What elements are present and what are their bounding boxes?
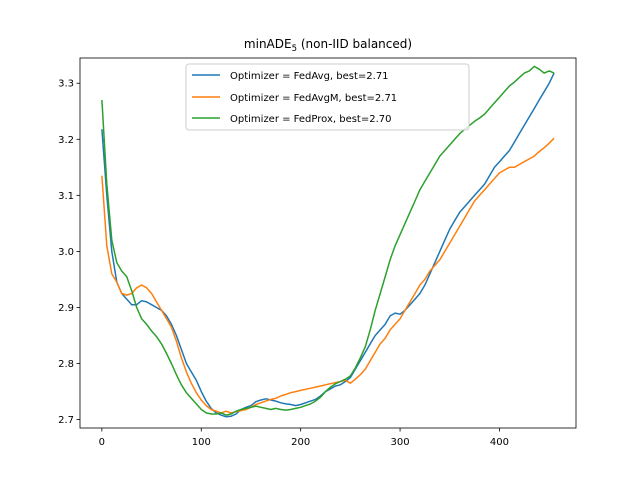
- series-line-2: [101, 65, 555, 416]
- x-tick-label-4: 400: [490, 437, 509, 448]
- x-axis: 0 100 200 300 400: [99, 428, 509, 448]
- y-tick-label-1: 2.8: [58, 359, 74, 370]
- y-axis: 2.7 2.8 2.9 3.0 3.1 3.2 3.3: [58, 79, 80, 426]
- plot-frame: [79, 57, 577, 429]
- legend-label-fedavgm: Optimizer = FedAvgM, best=2.71: [230, 93, 397, 104]
- series-line-1: [101, 137, 555, 414]
- y-tick-label-4: 3.1: [58, 191, 74, 202]
- chart-title: minADE5 (non-IID balanced): [244, 37, 412, 54]
- x-tick-label-2: 200: [291, 437, 310, 448]
- y-tick-label-3: 3.0: [58, 247, 74, 258]
- x-tick-label-0: 0: [99, 437, 105, 448]
- legend-label-fedavg: Optimizer = FedAvg, best=2.71: [230, 71, 389, 82]
- y-tick-label-0: 2.7: [58, 415, 74, 426]
- y-tick-label-2: 2.9: [58, 303, 74, 314]
- legend: Optimizer = FedAvg, best=2.71 Optimizer …: [185, 63, 470, 131]
- x-tick-label-1: 100: [192, 437, 211, 448]
- legend-box: [185, 63, 470, 131]
- y-tick-label-6: 3.3: [58, 79, 74, 90]
- legend-label-fedprox: Optimizer = FedProx, best=2.70: [230, 114, 392, 125]
- series-layer: [101, 65, 555, 418]
- y-tick-label-5: 3.2: [58, 135, 74, 146]
- x-tick-label-3: 300: [391, 437, 410, 448]
